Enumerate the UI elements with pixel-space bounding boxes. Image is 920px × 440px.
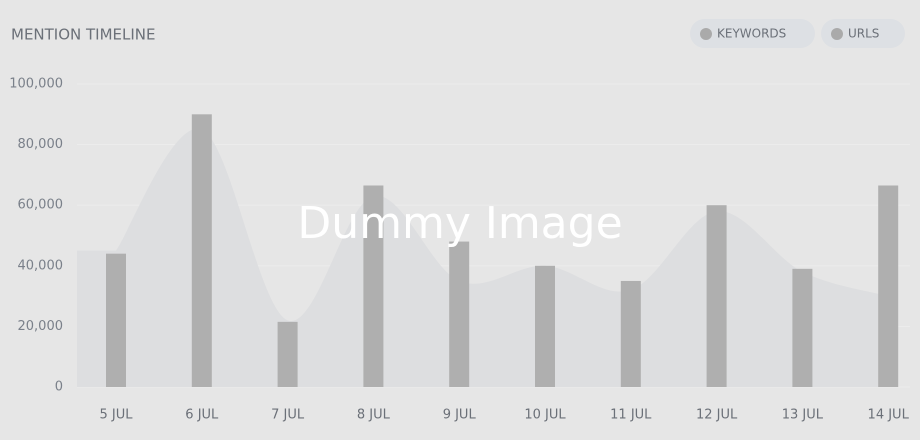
x-tick-label: 6 JUL xyxy=(185,408,219,423)
bar xyxy=(706,205,727,387)
bar xyxy=(792,268,813,387)
bar xyxy=(106,253,126,387)
x-tick-label: 13 JUL xyxy=(782,408,824,423)
bar xyxy=(620,280,641,387)
legend-item[interactable]: KEYWORDS xyxy=(690,19,815,48)
y-tick-label: 20,000 xyxy=(18,319,64,334)
legend-pill[interactable] xyxy=(690,19,815,48)
y-tick-label: 60,000 xyxy=(18,198,64,213)
bar xyxy=(878,185,899,387)
legend-dot xyxy=(831,28,843,40)
y-tick-label: 40,000 xyxy=(18,258,64,273)
x-tick-label: 11 JUL xyxy=(610,408,652,423)
y-tick-label: 100,000 xyxy=(9,77,63,92)
bar xyxy=(191,114,212,388)
y-tick-label: 80,000 xyxy=(18,137,64,152)
legend-pill[interactable] xyxy=(821,19,905,48)
x-tick-label: 7 JUL xyxy=(271,408,305,423)
legend-item[interactable]: URLS xyxy=(821,19,905,48)
legend-label: URLS xyxy=(848,27,879,41)
x-tick-label: 5 JUL xyxy=(100,408,134,423)
bar xyxy=(363,185,384,387)
x-tick-label: 14 JUL xyxy=(868,408,910,423)
legend-dot xyxy=(700,28,712,40)
x-tick-label: 10 JUL xyxy=(524,408,566,423)
bar xyxy=(277,321,298,387)
y-tick-label: 0 xyxy=(55,380,63,395)
x-tick-label: 9 JUL xyxy=(443,408,477,423)
x-tick-label: 8 JUL xyxy=(357,408,391,423)
bar xyxy=(535,265,555,387)
bar xyxy=(449,241,470,387)
legend-label: KEYWORDS xyxy=(717,27,786,41)
watermark: Dummy Image xyxy=(297,198,622,249)
x-tick-label: 12 JUL xyxy=(696,408,738,423)
chart-title: MENTION TIMELINE xyxy=(11,26,156,44)
